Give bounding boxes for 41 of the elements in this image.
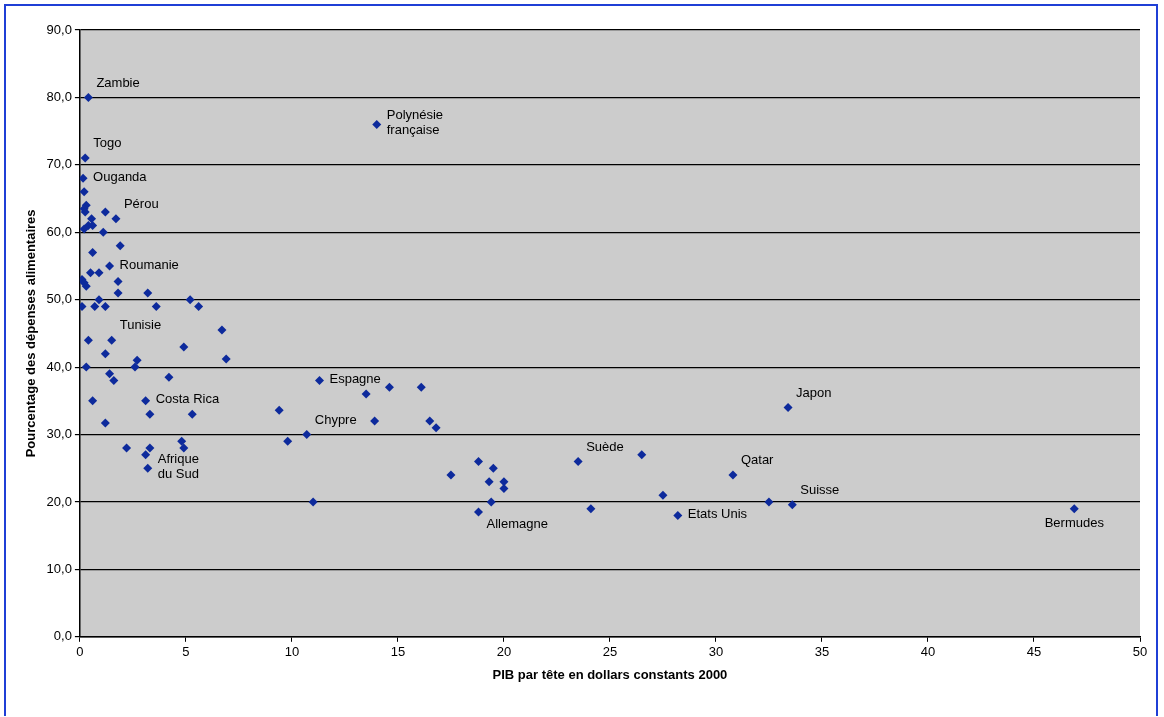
annotation: Espagne [329, 371, 381, 387]
y-tick-label: 80,0 [46, 89, 72, 104]
x-tick-label: 50 [1132, 644, 1148, 660]
annotation: Polynésie française [386, 107, 444, 138]
y-tick-label: 90,0 [46, 21, 72, 37]
y-axis-title: Pourcentage des dépenses alimentaires [23, 209, 39, 458]
x-tick-label: 5 [182, 644, 190, 660]
annotation: Allemagne [486, 516, 548, 532]
x-tick-label: 40 [920, 644, 936, 660]
x-tick-label: 35 [814, 644, 830, 660]
y-tick-label: 50,0 [46, 291, 72, 307]
y-tick-label: 10,0 [46, 560, 72, 576]
y-tick-label: 30,0 [46, 426, 72, 442]
annotation: Pérou [123, 195, 159, 211]
x-tick-label: 45 [1026, 644, 1042, 660]
annotation: Qatar [740, 452, 775, 468]
annotation: Japon [796, 384, 832, 400]
y-tick-label: 70,0 [46, 156, 72, 172]
x-axis-title: PIB par tête en dollars constants 2000 [492, 666, 728, 682]
y-tick-label: 0,0 [53, 628, 72, 644]
annotation: Ouganda [93, 168, 148, 184]
annotation: Zambie [96, 74, 140, 90]
annotation: Suisse [800, 481, 840, 497]
y-tick-label: 60,0 [46, 223, 72, 239]
x-tick-label: 15 [390, 644, 406, 660]
x-tick-label: 0 [76, 644, 84, 660]
annotation: Tunisie [119, 317, 162, 333]
x-tick-label: 25 [602, 644, 618, 660]
annotation: Roumanie [119, 256, 179, 272]
annotation: Costa Rica [155, 391, 220, 407]
x-tick-label: 30 [708, 644, 724, 660]
y-tick-label: 20,0 [46, 493, 72, 509]
y-tick-label: 40,0 [46, 358, 72, 374]
x-tick-label: 10 [284, 644, 300, 660]
annotation: Suède [586, 438, 624, 454]
x-tick-label: 20 [496, 644, 512, 660]
annotation: Togo [93, 135, 122, 151]
annotation: Chypre [314, 411, 357, 427]
annotation: Bermudes [1044, 514, 1105, 530]
annotation: Afrique du Sud [157, 451, 199, 482]
annotation: Etats Unis [687, 506, 748, 522]
